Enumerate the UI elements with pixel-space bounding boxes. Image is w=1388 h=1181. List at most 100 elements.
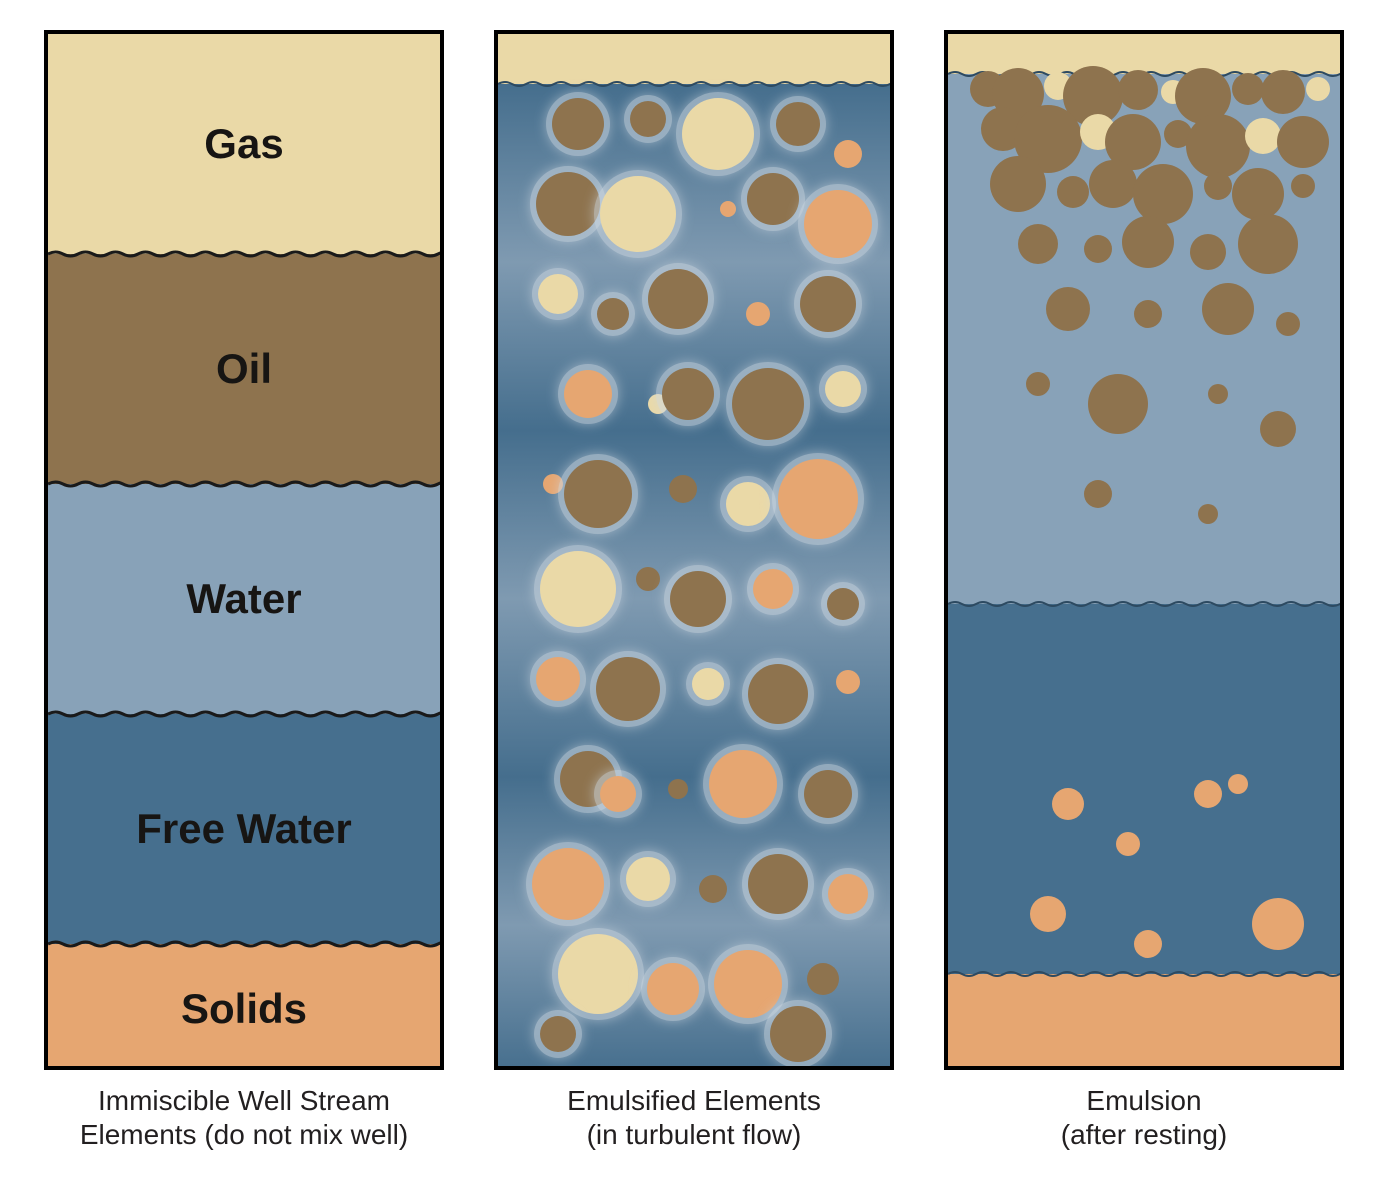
bubble xyxy=(1134,300,1162,328)
bubble xyxy=(1204,172,1232,200)
wave-divider xyxy=(48,474,444,494)
bubble xyxy=(1089,160,1137,208)
bubble xyxy=(746,302,770,326)
bubble xyxy=(1194,780,1222,808)
bubble xyxy=(538,274,578,314)
caption-text: (in turbulent flow) xyxy=(587,1119,802,1150)
panel-immiscible: Gas OilWaterFree Water Solids xyxy=(44,30,444,1070)
bubble xyxy=(1118,70,1158,110)
bubble xyxy=(732,368,804,440)
panel-1-group: Gas OilWaterFree Water Solids Immiscible W… xyxy=(44,30,444,1151)
bubble xyxy=(720,201,736,217)
bubble xyxy=(1026,372,1050,396)
layer-water: Water xyxy=(48,484,440,714)
bubble xyxy=(692,668,724,700)
bubble xyxy=(828,874,868,914)
caption-text: Emulsion xyxy=(1086,1085,1201,1116)
bubble xyxy=(600,776,636,812)
bubble xyxy=(778,459,858,539)
wave-divider xyxy=(48,704,444,724)
bubble xyxy=(1088,374,1148,434)
bubble xyxy=(668,779,688,799)
bubble xyxy=(597,298,629,330)
layer-oil: Oil xyxy=(48,254,440,484)
bubble xyxy=(564,370,612,418)
bubble xyxy=(1245,118,1281,154)
layer-label: Solids xyxy=(181,985,307,1033)
caption-text: (after resting) xyxy=(1061,1119,1228,1150)
layer-label: Gas xyxy=(204,120,283,168)
caption-text: Emulsified Elements xyxy=(567,1085,821,1116)
layer-solids: Solids xyxy=(48,944,440,1070)
bubble xyxy=(648,269,708,329)
bubble xyxy=(1252,898,1304,950)
bubble xyxy=(1122,216,1174,268)
bubble xyxy=(1030,896,1066,932)
bubble xyxy=(804,770,852,818)
bubble xyxy=(748,854,808,914)
panel-emulsion xyxy=(944,30,1344,1070)
bubble xyxy=(1228,774,1248,794)
bubble xyxy=(662,368,714,420)
bubble xyxy=(1260,411,1296,447)
panel3-svg xyxy=(948,34,1344,1070)
bubble xyxy=(626,857,670,901)
bubble xyxy=(564,460,632,528)
panel-3-group: Emulsion (after resting) xyxy=(944,30,1344,1151)
panel-2-group: Emulsified Elements (in turbulent flow) xyxy=(494,30,894,1151)
bubble xyxy=(747,173,799,225)
panel-emulsified xyxy=(494,30,894,1070)
bubble xyxy=(990,156,1046,212)
bubble xyxy=(558,934,638,1014)
bubble xyxy=(1190,234,1226,270)
bubble xyxy=(1208,384,1228,404)
caption-text: Immiscible Well Stream xyxy=(98,1085,390,1116)
bubble xyxy=(1116,832,1140,856)
bubble xyxy=(776,102,820,146)
layer-gas: Gas xyxy=(48,34,440,254)
bubble xyxy=(753,569,793,609)
bubble xyxy=(1276,312,1300,336)
bubble xyxy=(636,567,660,591)
bubble xyxy=(1232,168,1284,220)
bubble xyxy=(1261,70,1305,114)
caption-text: Elements (do not mix well) xyxy=(80,1119,408,1150)
bubble xyxy=(699,875,727,903)
bubble xyxy=(726,482,770,526)
bubble xyxy=(600,176,676,252)
bubble xyxy=(1238,214,1298,274)
bubble xyxy=(1057,176,1089,208)
bubble xyxy=(532,848,604,920)
diagram-wrap: Gas OilWaterFree Water Solids Immiscible W… xyxy=(30,30,1358,1151)
bubble xyxy=(1198,504,1218,524)
bubble xyxy=(552,98,604,150)
bubble xyxy=(670,571,726,627)
layer-free-water: Free Water xyxy=(48,714,440,944)
bubble xyxy=(1084,235,1112,263)
bubble xyxy=(1133,164,1193,224)
bubble xyxy=(827,588,859,620)
bubble xyxy=(1084,480,1112,508)
panel-1-caption: Immiscible Well Stream Elements (do not … xyxy=(80,1084,408,1151)
bubble xyxy=(1134,930,1162,958)
bubble xyxy=(807,963,839,995)
bubble xyxy=(647,963,699,1015)
bubble xyxy=(714,950,782,1018)
wave-divider xyxy=(48,934,444,954)
bubble xyxy=(709,750,777,818)
bubble xyxy=(836,670,860,694)
bubble xyxy=(800,276,856,332)
panel2-svg xyxy=(498,34,894,1070)
bubble xyxy=(1202,283,1254,335)
bubble xyxy=(1186,114,1250,178)
bubble xyxy=(630,101,666,137)
bubble xyxy=(1046,287,1090,331)
bubble xyxy=(669,475,697,503)
bubble xyxy=(540,551,616,627)
bubble xyxy=(596,657,660,721)
bubble xyxy=(748,664,808,724)
bubble xyxy=(1018,224,1058,264)
bubble xyxy=(834,140,862,168)
bubble xyxy=(1232,73,1264,105)
bubble xyxy=(1052,788,1084,820)
